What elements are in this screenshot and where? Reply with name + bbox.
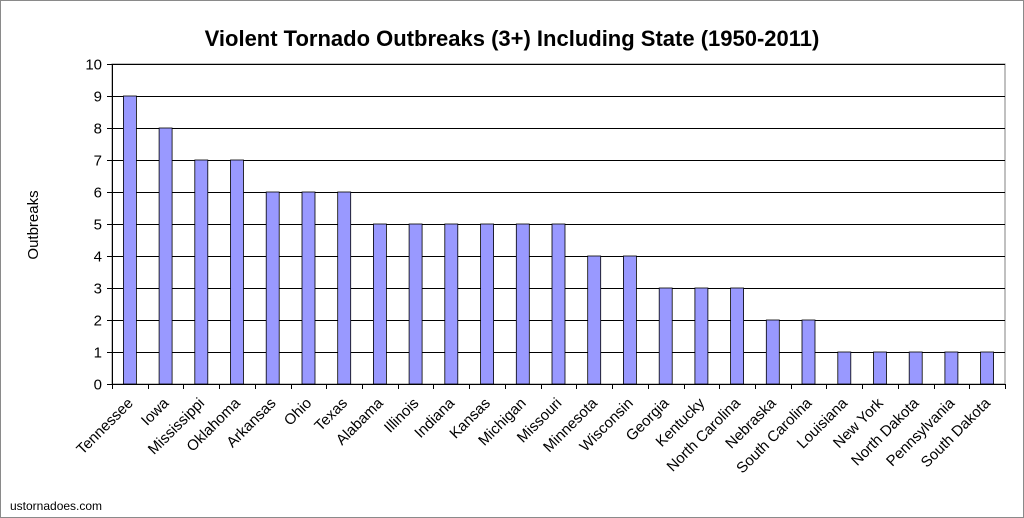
x-tick-label: Ohio: [281, 395, 315, 429]
bar-michigan: [515, 223, 530, 385]
bar-north-dakota: [908, 351, 923, 385]
y-tick-label: 7: [94, 153, 102, 170]
bars: [123, 95, 994, 385]
bar-minnesota: [587, 255, 602, 385]
y-tick-label: 2: [94, 313, 102, 330]
x-tick-label: Tennessee: [73, 395, 136, 458]
bar-new-york: [873, 351, 887, 385]
bar-alabama: [372, 223, 387, 385]
x-tick-labels: Tennessee IowaMississippiOklahomaArkansas…: [73, 394, 994, 477]
chart-title: Violent Tornado Outbreaks (3+) Including…: [205, 26, 820, 51]
source-credit: ustornadoes.com: [10, 499, 102, 513]
bar-illinois: [408, 223, 423, 385]
y-tick-labels: 0 1 2 3 4 5 6 7 8 9 10: [85, 57, 102, 394]
bar-louisiana: [837, 351, 852, 385]
y-tick-label: 3: [94, 281, 102, 298]
bar-pennsylvania: [944, 351, 959, 385]
bar-south-carolina: [801, 319, 816, 385]
y-tick-label: 4: [94, 249, 102, 266]
bar-north-carolina: [730, 287, 744, 385]
y-tick-label: 0: [94, 377, 102, 394]
y-tick-label: 9: [94, 89, 102, 106]
bar-oklahoma: [230, 159, 244, 385]
y-tick-label: 5: [94, 217, 102, 234]
bar-arkansas: [265, 191, 280, 385]
y-tick-label: 10: [85, 57, 102, 74]
bar-georgia: [658, 287, 673, 385]
bar-texas: [337, 191, 352, 385]
bar-tennessee: [123, 95, 137, 385]
axes: [107, 64, 1006, 389]
bar-iowa: [158, 127, 173, 385]
bar-south-dakota: [980, 351, 994, 385]
bar-ohio: [301, 191, 316, 385]
bar-nebraska: [765, 319, 780, 385]
bar-missouri: [551, 223, 566, 385]
y-tick-label: 8: [94, 121, 102, 138]
y-axis-label: Outbreaks: [25, 190, 42, 259]
bar-indiana: [444, 223, 459, 385]
y-tick-label: 6: [94, 185, 102, 202]
bar-mississippi: [194, 159, 209, 385]
bar-kansas: [480, 223, 495, 385]
y-tick-label: 1: [94, 345, 102, 362]
bar-wisconsin: [623, 255, 637, 385]
bar-kentucky: [694, 287, 709, 385]
